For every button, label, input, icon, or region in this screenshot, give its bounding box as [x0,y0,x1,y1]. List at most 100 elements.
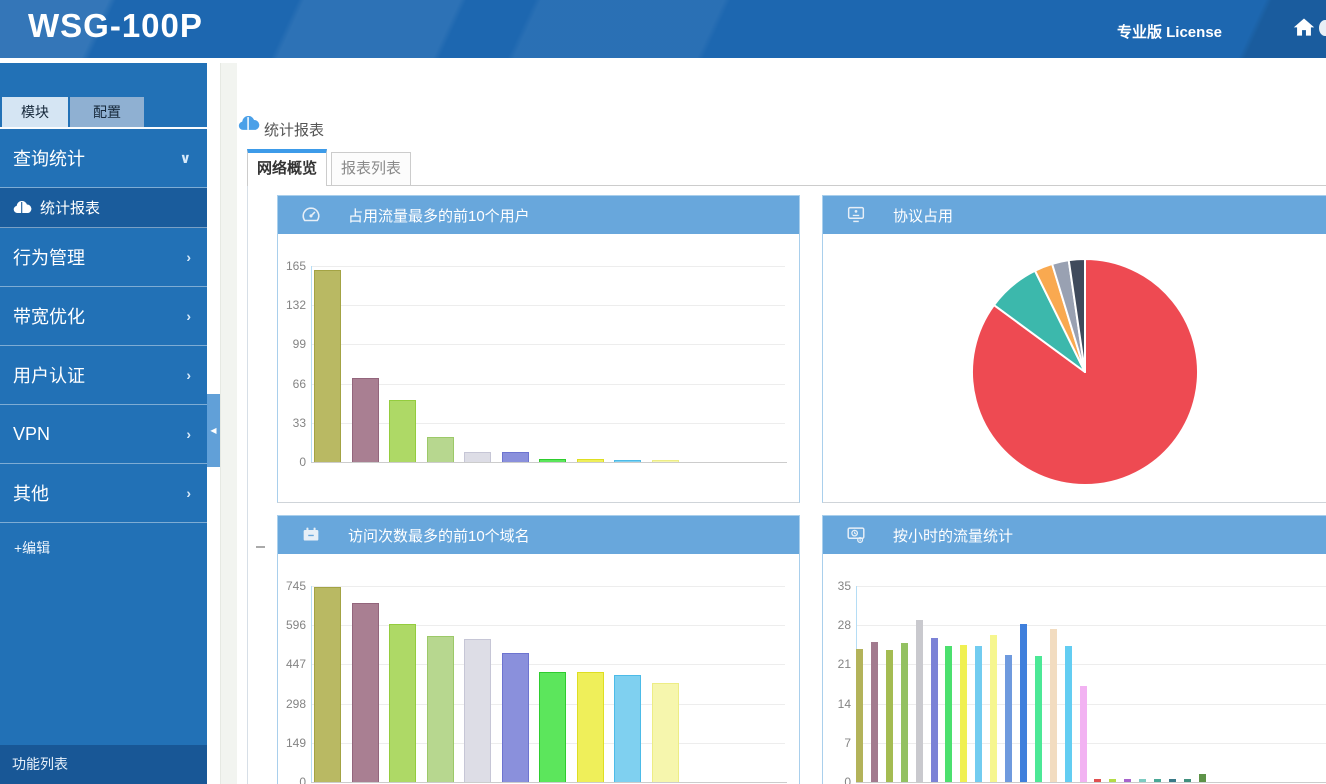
y-tick-label: 14 [837,696,851,711]
scrollbar-track[interactable] [220,63,237,784]
content-divider [247,185,248,784]
bar [614,459,641,462]
bar [501,452,529,462]
y-tick-label: 99 [292,337,306,352]
bar [539,671,566,782]
sidebar-item-query-stats[interactable]: 查询统计 ∨ [0,129,207,188]
sidebar-item-bandwidth[interactable]: 带宽优化 › [0,287,207,346]
sidebar-item-other[interactable]: 其他 › [0,464,207,523]
pie-slice [971,258,1199,486]
bar [389,400,416,462]
content-divider [247,185,1326,186]
grid-line [312,305,785,307]
app-title: WSG-100P [28,7,203,44]
sidebar-item-stats-report[interactable]: 统计报表 [0,188,207,228]
x-axis-line [311,462,787,463]
bar [351,377,379,462]
y-tick-label: 33 [292,415,306,430]
y-tick-label: 596 [285,618,306,633]
sidebar-item-user-auth[interactable]: 用户认证 › [0,346,207,405]
y-tick-label: 745 [285,579,306,593]
bar [314,269,341,462]
panel-title: 占用流量最多的前10个用户 [348,207,530,225]
bar [464,639,491,782]
bar [945,645,953,782]
grid-line [312,266,785,267]
bar [651,460,679,462]
sidebar-item-label: 其他 [13,484,49,504]
sidebar-tab-strip: 模块 配置 [0,63,207,129]
sidebar-collapse-handle[interactable]: ◀ [207,394,220,467]
chevron-right-icon: › [186,485,191,501]
grid-line [312,586,785,587]
panel-top-domains: 访问次数最多的前10个域名 0 149 298 447 596 745 [277,515,800,784]
bar [1049,629,1057,782]
protocol-icon [844,203,868,227]
bar [389,624,416,782]
bar [651,683,679,782]
bar [1094,779,1102,782]
x-axis-line [311,782,787,783]
y-tick-label: 66 [292,376,306,391]
bar [1154,778,1161,782]
bar [856,648,863,782]
sidebar-footer-function-list[interactable]: 功能列表 [0,745,207,784]
gauge-icon [299,203,323,227]
pie-chart-protocol [823,234,1326,502]
y-tick-label: 0 [299,455,306,469]
traffic-clock-icon [844,523,868,547]
panel-title: 按小时的流量统计 [893,527,1014,545]
tab-report-list[interactable]: 报表列表 [331,152,411,186]
bar [1124,778,1132,782]
bar [885,649,893,782]
grid-line [312,664,785,666]
sidebar-item-label: +编辑 [14,539,51,556]
sidebar-tab-config[interactable]: 配置 [70,97,144,127]
sidebar-item-label: 统计报表 [40,200,101,217]
bar [1139,779,1147,782]
panel-header: 访问次数最多的前10个域名 [278,516,799,554]
bar-chart-top-users: 0 33 66 99 132 165 [278,234,799,502]
panel-header: 协议占用 [823,196,1326,234]
y-axis-line [311,266,312,463]
page-title: 统计报表 [264,122,325,139]
collapse-dash[interactable] [256,546,265,548]
bar [915,619,923,782]
bar [900,642,908,782]
sidebar-item-vpn[interactable]: VPN › [0,405,207,464]
grid-line [857,625,1326,627]
pie-chart [971,258,1199,486]
bar [1183,779,1191,782]
sidebar-item-label: 带宽优化 [13,307,85,327]
sidebar-item-behavior[interactable]: 行为管理 › [0,228,207,287]
panel-header: 占用流量最多的前10个用户 [278,196,799,234]
tab-network-overview[interactable]: 网络概览 [247,149,327,186]
y-tick-label: 7 [844,735,851,750]
bar [539,459,566,462]
y-tick-label: 21 [837,657,851,672]
sidebar-tab-modules[interactable]: 模块 [2,97,68,127]
bar-chart-hourly-traffic: 0 7 14 21 28 35 [823,554,1326,784]
bar [1109,779,1117,782]
bar [1079,685,1087,782]
bar [426,635,454,782]
cloud-report-icon [13,201,32,214]
user-icon[interactable] [1319,20,1326,36]
bar [1064,646,1072,782]
chevron-right-icon: › [186,249,191,265]
license-label[interactable]: 专业版 License [1116,24,1222,41]
bar [426,437,454,462]
chevron-right-icon: › [186,367,191,383]
y-tick-label: 35 [837,579,851,593]
bar [1034,656,1042,782]
grid-line [857,586,1326,587]
bar [990,635,998,782]
y-tick-label: 28 [837,618,851,633]
sidebar-item-edit[interactable]: +编辑 [0,523,207,572]
home-icon[interactable] [1291,15,1317,41]
pie-slice [1067,258,1086,373]
y-tick-label: 165 [285,259,306,273]
grid-line [857,664,1326,666]
app-header: WSG-100P 专业版 License [0,0,1326,58]
collapse-left-icon: ◀ [210,426,217,435]
